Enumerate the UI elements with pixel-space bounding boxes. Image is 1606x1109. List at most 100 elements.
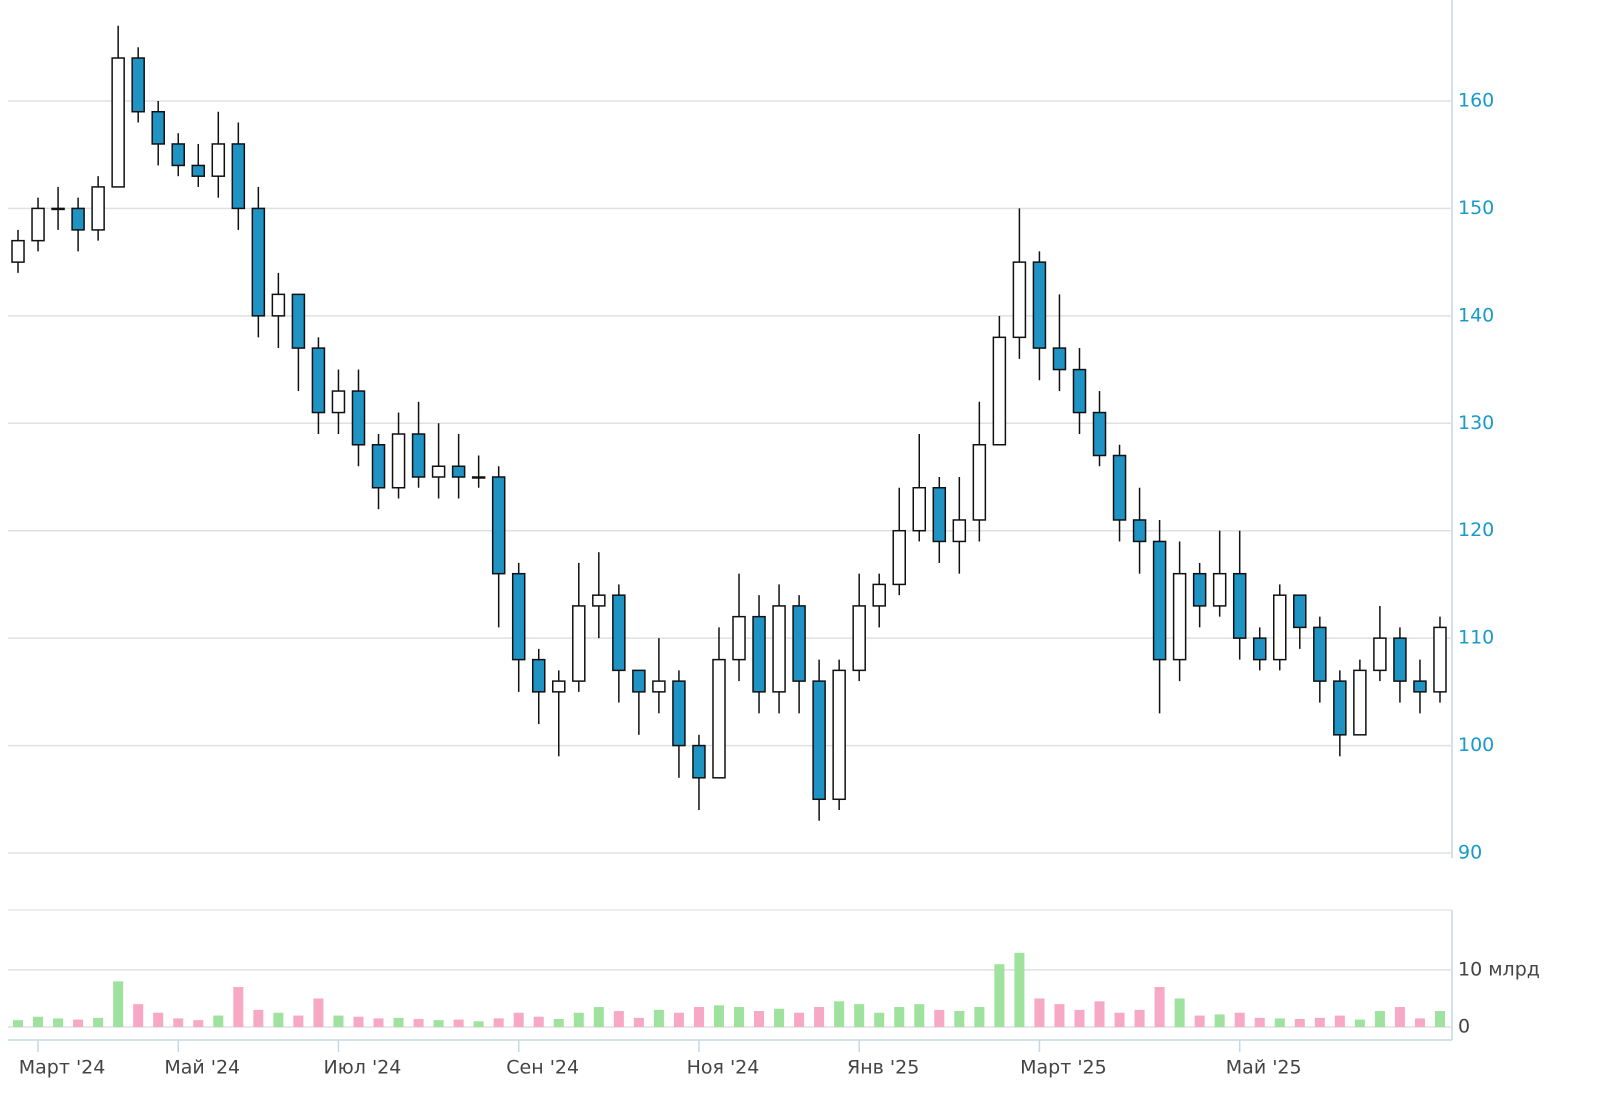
volume-bar xyxy=(33,1016,44,1027)
candle-body xyxy=(111,57,125,188)
x-tick-label: Май '24 xyxy=(164,1057,240,1079)
volume-bar xyxy=(794,1012,805,1027)
volume-bar xyxy=(1134,1009,1145,1027)
volume-bar xyxy=(1014,952,1025,1027)
volume-bar xyxy=(573,1012,584,1027)
volume-bar xyxy=(333,1015,344,1027)
candle-body xyxy=(1293,594,1307,629)
volume-bar xyxy=(1054,1004,1065,1027)
volume-bar xyxy=(253,1009,264,1027)
volume-bar xyxy=(153,1012,164,1027)
volume-bar xyxy=(313,998,324,1027)
candle-body xyxy=(572,605,586,682)
volume-bar xyxy=(613,1011,624,1027)
candle-body xyxy=(1313,626,1327,682)
y-tick-label: 150 xyxy=(1458,197,1494,219)
x-tick-label: Май '25 xyxy=(1226,1057,1302,1079)
candle-body xyxy=(171,143,185,167)
volume-bar xyxy=(874,1012,885,1027)
candle-body xyxy=(812,680,826,801)
candle-body xyxy=(91,186,105,231)
volume-bar xyxy=(233,987,244,1027)
volume-bar xyxy=(814,1007,825,1027)
volume-bar xyxy=(273,1012,284,1027)
candle-body xyxy=(632,669,646,693)
candle-body xyxy=(1273,594,1287,661)
candle-body xyxy=(331,390,346,414)
volume-tick-label: 0 xyxy=(1458,1016,1470,1038)
candle-body xyxy=(932,486,947,543)
y-tick-label: 120 xyxy=(1458,519,1494,541)
volume-bar xyxy=(754,1011,765,1027)
volume-bar xyxy=(994,964,1005,1027)
candle-body xyxy=(1072,368,1087,414)
candle-body xyxy=(832,669,846,801)
volume-bar xyxy=(1234,1012,1245,1027)
volume-bar xyxy=(353,1016,364,1027)
volume-bar xyxy=(834,1001,845,1027)
volume-bar xyxy=(213,1015,224,1027)
candle-body xyxy=(391,433,406,489)
volume-bar xyxy=(1314,1017,1325,1027)
candle-body xyxy=(471,476,486,479)
volume-bar xyxy=(93,1017,104,1027)
volume-bar xyxy=(1174,998,1185,1027)
candle-body xyxy=(511,572,526,661)
volume-bar xyxy=(1334,1015,1345,1027)
candle-body xyxy=(1413,680,1427,693)
candle-body xyxy=(311,347,326,414)
volume-bar xyxy=(193,1020,204,1027)
volume-bar xyxy=(513,1012,524,1027)
candle-body xyxy=(1433,626,1447,693)
candle-body xyxy=(752,615,766,693)
candle-body xyxy=(672,680,686,747)
volume-bar xyxy=(13,1020,24,1027)
candle-body xyxy=(652,680,666,693)
candle-body xyxy=(51,207,65,211)
x-tick-label: Сен '24 xyxy=(506,1057,579,1079)
candle-body xyxy=(1092,411,1107,457)
x-tick-label: Июл '24 xyxy=(324,1057,402,1079)
y-tick-label: 90 xyxy=(1458,842,1482,864)
volume-bar xyxy=(73,1019,84,1027)
candle-body xyxy=(1132,519,1147,543)
volume-bar xyxy=(1294,1019,1305,1027)
y-tick-label: 110 xyxy=(1458,627,1494,649)
candle-body xyxy=(1192,572,1207,607)
candle-body xyxy=(1212,572,1227,607)
candle-body xyxy=(1112,454,1127,521)
volume-bar xyxy=(53,1018,64,1027)
volume-bar xyxy=(1374,1011,1385,1027)
candle-body xyxy=(271,293,286,317)
candle-body xyxy=(1393,637,1407,682)
volume-bar xyxy=(713,1005,724,1027)
candle-body xyxy=(1032,261,1047,349)
candle-body xyxy=(852,605,866,672)
volume-bar xyxy=(1394,1007,1405,1027)
volume-bar xyxy=(1254,1017,1265,1027)
volume-bar xyxy=(954,1011,965,1027)
candle-body xyxy=(411,433,426,478)
volume-bar xyxy=(533,1016,544,1027)
candle-body xyxy=(451,465,466,478)
volume-bar xyxy=(173,1018,184,1027)
volume-bar xyxy=(133,1004,144,1027)
candle-body xyxy=(892,529,906,586)
candle-body xyxy=(211,143,226,177)
y-tick-label: 130 xyxy=(1458,412,1494,434)
candle-body xyxy=(151,110,165,145)
volume-bar xyxy=(553,1019,564,1027)
volume-bar xyxy=(593,1007,604,1027)
candle-body xyxy=(251,207,266,317)
candle-body xyxy=(31,207,45,242)
candle-body xyxy=(912,486,927,532)
y-tick-label: 140 xyxy=(1458,304,1494,326)
x-tick-label: Март '24 xyxy=(19,1057,106,1079)
candle-body xyxy=(872,583,886,607)
volume-bar xyxy=(1154,987,1165,1027)
volume-bar xyxy=(473,1021,484,1027)
candle-body xyxy=(71,207,85,231)
candle-body xyxy=(131,57,145,113)
candle-body xyxy=(1232,572,1247,639)
candle-body xyxy=(952,519,967,543)
